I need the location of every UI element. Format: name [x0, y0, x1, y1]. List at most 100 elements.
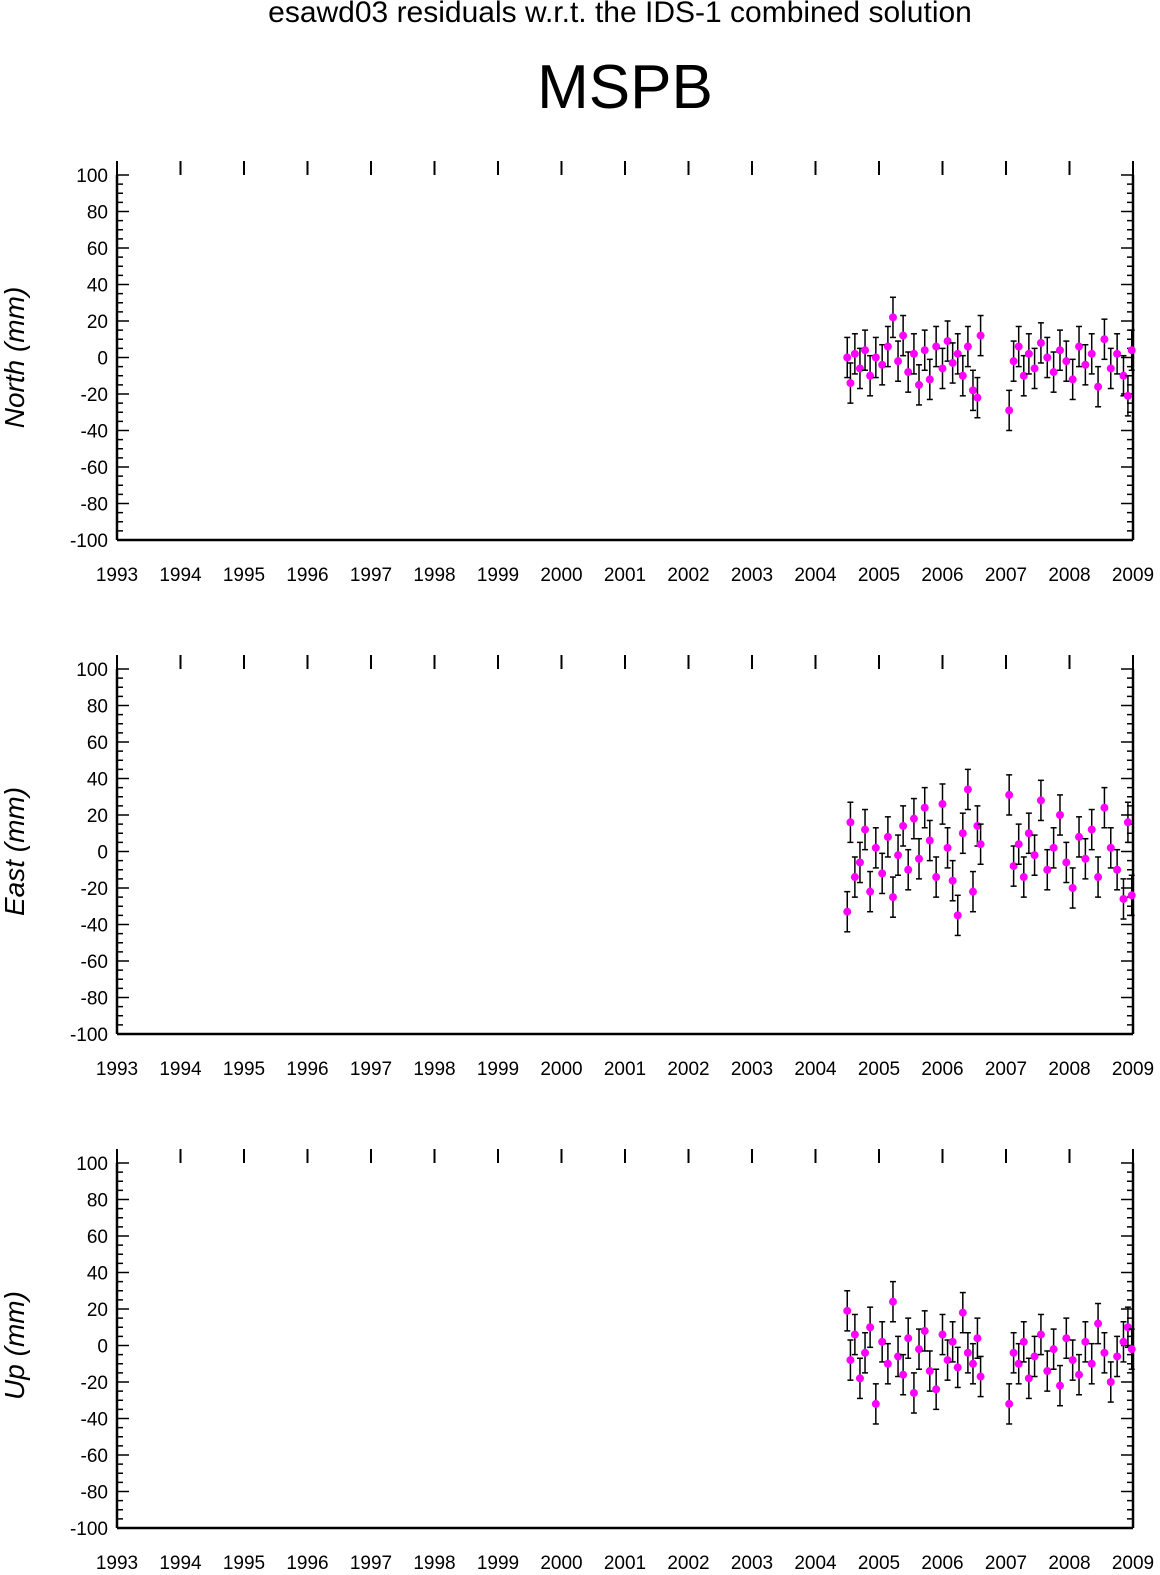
chart-2-data-point	[894, 851, 903, 860]
chart-2-x-tick-label: 1994	[159, 1059, 202, 1080]
chart-1-data-point	[973, 393, 982, 402]
chart-3-y-tick-label: -40	[81, 1410, 108, 1431]
chart-1-data-point	[920, 346, 929, 355]
chart-3-data-point	[1106, 1378, 1115, 1386]
chart-2-data-point	[1127, 891, 1136, 900]
chart-1-data-point	[958, 371, 967, 380]
chart-1-data-point	[866, 371, 875, 380]
chart-1-x-tick-label: 1994	[159, 565, 202, 586]
chart-2-x-tick-label: 2000	[540, 1059, 582, 1080]
chart-3-data-point	[1009, 1348, 1018, 1357]
chart-1-data-point	[1127, 346, 1136, 355]
chart-2-data-point	[899, 821, 908, 830]
chart-2-x-tick-label: 1997	[350, 1059, 392, 1080]
chart-1-data-point	[932, 342, 941, 351]
chart-2-data-point	[855, 858, 864, 867]
chart-3-x-tick-label: 2005	[858, 1553, 900, 1574]
chart-2-x-tick-label: 2005	[858, 1059, 900, 1080]
chart-3-data-point	[925, 1367, 934, 1376]
chart-1-x-tick-label: 2005	[858, 565, 900, 586]
chart-3-data-point	[1036, 1330, 1045, 1339]
chart-3-data-point	[888, 1297, 897, 1306]
chart-1-y-tick-label: 40	[87, 276, 108, 297]
chart-2-y-tick-label: 100	[76, 660, 108, 681]
chart-2-y-tick-label: -100	[70, 1025, 108, 1046]
chart-3-data-point	[920, 1326, 929, 1335]
chart-2-y-tick-label: -20	[81, 879, 108, 900]
chart-3-data-point	[973, 1334, 982, 1343]
chart-3-data-point	[843, 1306, 852, 1315]
chart-3-x-tick-label: 2003	[731, 1553, 773, 1574]
chart-1-data-point	[1049, 368, 1058, 377]
chart-1-data-point	[1062, 357, 1071, 366]
chart-2-y-axis-label: East (mm)	[0, 787, 30, 916]
chart-3-data-point	[1019, 1337, 1028, 1346]
chart-2-data-point	[1075, 832, 1084, 841]
chart-3-data-point	[861, 1348, 870, 1357]
chart-3-data-point	[909, 1388, 918, 1397]
chart-3-y-tick-label: -100	[70, 1519, 108, 1540]
chart-2-x-tick-label: 2001	[604, 1059, 646, 1080]
chart-1-data-point	[909, 349, 918, 358]
chart-3-data-point	[963, 1348, 972, 1357]
chart-3-data-point	[1123, 1323, 1132, 1332]
chart-1-data-point	[1019, 371, 1028, 380]
chart-2-data-point	[932, 873, 941, 882]
chart-3-y-tick-label: 100	[76, 1154, 108, 1175]
chart-2-data-point	[1043, 865, 1052, 874]
chart-1-x-tick-label: 2003	[731, 565, 773, 586]
chart-1-data-point	[1009, 357, 1018, 366]
chart-1-x-tick-label: 1996	[286, 565, 328, 586]
chart-3-y-tick-label: -20	[81, 1373, 108, 1394]
chart-1-y-tick-label: 0	[97, 349, 108, 370]
chart-3-data-point	[1087, 1359, 1096, 1368]
chart-1-data-point	[953, 349, 962, 358]
chart-2-data-point	[909, 814, 918, 823]
chart-2-data-point	[871, 843, 880, 852]
chart-3-data-point	[938, 1330, 947, 1339]
chart-2-data-point	[925, 836, 934, 845]
chart-3-x-tick-label: 2007	[985, 1553, 1027, 1574]
chart-3-data-point	[1100, 1348, 1109, 1357]
chart-2-x-tick-label: 2006	[921, 1059, 963, 1080]
chart-2-data-point	[1087, 825, 1096, 834]
chart-1-data-point	[846, 379, 855, 388]
chart-2-y-tick-label: 0	[97, 843, 108, 864]
chart-3-x-tick-label: 1997	[350, 1553, 392, 1574]
chart-2-data-point	[948, 876, 957, 885]
chart-1-x-tick-label: 2001	[604, 565, 646, 586]
chart-3-y-axis-label: Up (mm)	[0, 1291, 30, 1400]
chart-3-data-point	[953, 1363, 962, 1372]
chart-2-data-point	[1106, 843, 1115, 852]
chart-1-y-tick-label: -100	[70, 531, 108, 552]
chart-1-x-tick-label: 2004	[794, 565, 837, 586]
chart-2-data-point	[1014, 840, 1023, 849]
chart-1-data-point	[938, 364, 947, 373]
chart-3-data-point	[943, 1356, 952, 1365]
chart-3-x-tick-label: 2006	[921, 1553, 963, 1574]
chart-3-data-point	[899, 1370, 908, 1379]
chart-3-y-tick-label: 60	[87, 1227, 108, 1248]
chart-3-data-point	[1043, 1367, 1052, 1376]
chart-3-data-point	[1055, 1381, 1064, 1390]
chart-3-data-point	[1062, 1334, 1071, 1343]
chart-1-data-point	[1087, 349, 1096, 358]
chart-3-data-point	[1014, 1359, 1023, 1368]
chart-3-data-point	[846, 1356, 855, 1365]
chart-3-x-tick-label: 2008	[1048, 1553, 1090, 1574]
chart-1-x-tick-label: 2002	[667, 565, 709, 586]
chart-1-data-point	[915, 380, 924, 389]
chart-2-data-point	[1049, 843, 1058, 852]
chart-3-x-tick-label: 2009	[1112, 1553, 1154, 1574]
chart-2-data-point	[958, 829, 967, 838]
chart-2-x-tick-label: 2002	[667, 1059, 709, 1080]
chart-2-data-point	[846, 818, 855, 827]
chart-3-x-tick-label: 1993	[96, 1553, 138, 1574]
chart-2-y-tick-label: -40	[81, 916, 108, 937]
chart-3-data-point	[883, 1359, 892, 1368]
chart-2-data-point	[1019, 873, 1028, 882]
chart-2-x-tick-label: 2009	[1112, 1059, 1154, 1080]
chart-1-data-point	[855, 364, 864, 373]
chart-2-y-tick-label: 80	[87, 697, 108, 718]
chart-3-y-tick-label: 20	[87, 1300, 108, 1321]
